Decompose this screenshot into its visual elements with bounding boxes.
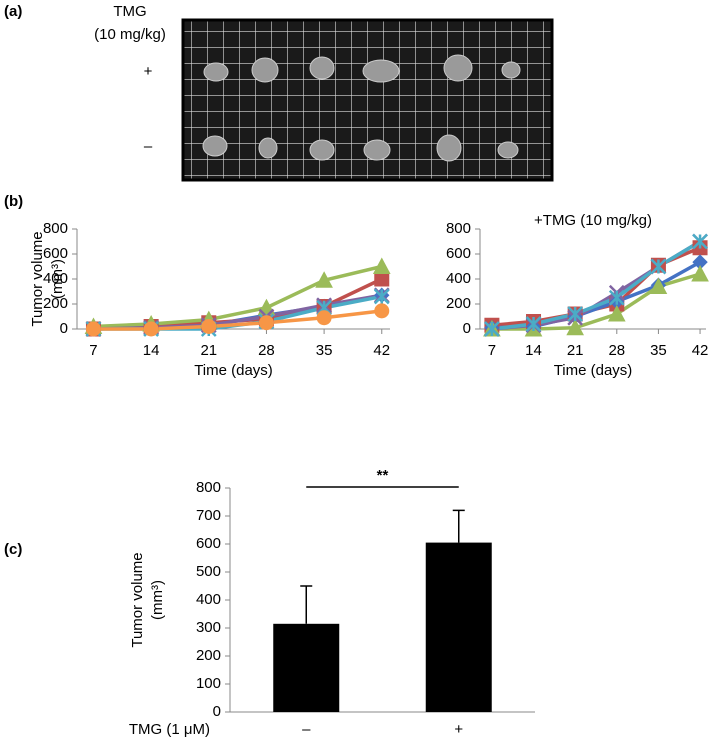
x-tick-label: 14 — [525, 342, 542, 359]
marker — [372, 257, 391, 274]
y-axis-label: (mm³) — [49, 259, 66, 299]
y-tick-label: 200 — [196, 647, 221, 664]
y-tick-label: 500 — [196, 563, 221, 580]
x-tick-label: 35 — [650, 342, 667, 359]
x-tick-label: 35 — [316, 342, 333, 359]
marker — [566, 318, 584, 336]
x-axis-label: Time (days) — [554, 362, 633, 379]
x-tick-label: 42 — [373, 342, 390, 359]
y-tick-label: 0 — [60, 320, 68, 337]
marker — [525, 316, 542, 332]
y-axis-label: (mm³) — [149, 580, 166, 620]
bar — [425, 542, 492, 712]
line — [93, 264, 383, 329]
tumor-photo — [181, 18, 554, 182]
x-tick-label: 42 — [692, 342, 709, 359]
x-tick-label: – — [302, 721, 311, 738]
line — [491, 239, 701, 331]
x-tick-label: 7 — [488, 342, 496, 359]
bar — [273, 623, 340, 712]
x-tick-label: 21 — [200, 342, 217, 359]
y-axis-label: Tumor volume — [129, 552, 146, 647]
x-tick-label: 28 — [608, 342, 625, 359]
marker — [373, 288, 390, 305]
marker — [649, 277, 668, 294]
y-tick-label: 600 — [43, 245, 68, 262]
y-tick-label: 100 — [196, 675, 221, 692]
y-tick-label: 200 — [43, 295, 68, 312]
x-tick-label: 7 — [89, 342, 97, 359]
error-bar — [300, 585, 313, 624]
photo-subtitle: (10 mg/kg) — [94, 26, 166, 43]
marker — [85, 321, 101, 337]
y-tick-label: 800 — [446, 220, 471, 237]
y-tick-label: 400 — [196, 591, 221, 608]
x-axis-label: Time (days) — [194, 362, 273, 379]
photo-title: TMG — [113, 3, 146, 20]
marker — [484, 321, 500, 337]
row-label: – — [144, 138, 153, 155]
x-tick-label: 14 — [143, 342, 160, 359]
significance-label: ** — [377, 467, 389, 484]
y-tick-label: 0 — [213, 703, 221, 720]
line — [491, 239, 701, 331]
marker — [258, 315, 274, 331]
marker — [315, 271, 333, 288]
panel-label: (c) — [4, 541, 22, 558]
marker — [374, 303, 390, 319]
marker — [608, 289, 625, 306]
x-tick-label: + — [454, 721, 463, 738]
marker — [374, 271, 390, 287]
x-axis-label: TMG (1 μM) — [129, 721, 210, 738]
marker — [692, 233, 708, 250]
marker — [650, 258, 667, 275]
y-tick-label: 0 — [463, 320, 471, 337]
marker — [143, 321, 159, 337]
panel-label: (a) — [4, 3, 22, 20]
y-tick-label: 800 — [196, 479, 221, 496]
y-tick-label: 200 — [446, 295, 471, 312]
marker — [201, 319, 217, 334]
x-tick-label: 21 — [567, 342, 584, 359]
marker — [316, 310, 332, 326]
panel-label: (b) — [4, 193, 23, 210]
marker — [567, 306, 584, 322]
y-tick-label: 400 — [446, 270, 471, 287]
y-tick-label: 600 — [446, 245, 471, 262]
row-label: + — [144, 63, 153, 80]
x-tick-label: 28 — [258, 342, 275, 359]
y-tick-label: 700 — [196, 507, 221, 524]
error-bar — [452, 509, 465, 543]
y-tick-label: 300 — [196, 619, 221, 636]
y-tick-label: 800 — [43, 220, 68, 237]
line — [93, 309, 382, 331]
y-tick-label: 600 — [196, 535, 221, 552]
y-tick-label: 400 — [43, 270, 68, 287]
marker — [607, 304, 626, 322]
line — [491, 260, 701, 330]
chart-title: +TMG (10 mg/kg) — [534, 212, 652, 229]
marker — [691, 264, 709, 282]
y-axis-label: Tumor volume — [29, 231, 46, 326]
